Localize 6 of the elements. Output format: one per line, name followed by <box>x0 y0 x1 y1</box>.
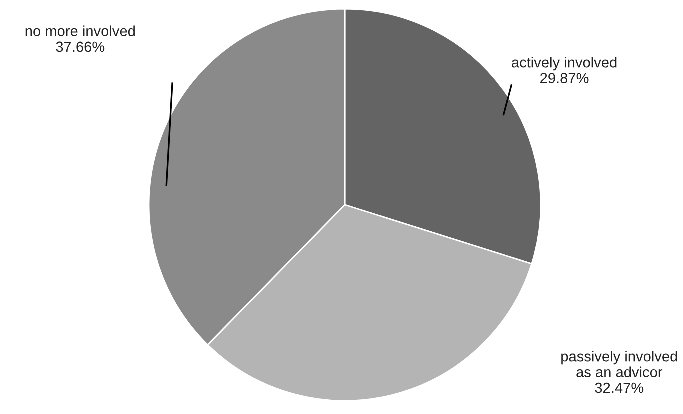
slice-label: passively involved as an advicor <box>562 351 678 378</box>
slice-label: no more involved <box>26 26 135 36</box>
data-label: 29.87% <box>540 73 589 84</box>
data-label: 37.66% <box>56 42 105 52</box>
data-label: 32.47% <box>595 382 644 394</box>
slice-label: actively involved <box>512 57 617 71</box>
